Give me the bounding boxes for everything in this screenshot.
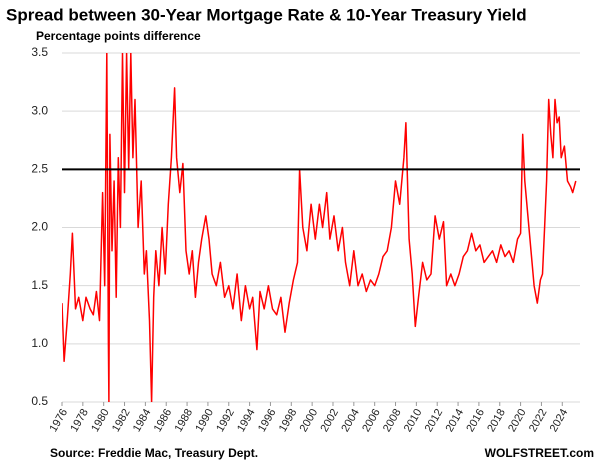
y-tick-label: 3.5 bbox=[31, 45, 48, 59]
chart-title: Spread between 30-Year Mortgage Rate & 1… bbox=[6, 5, 527, 24]
x-tick-label: 1998 bbox=[277, 407, 300, 434]
x-tick-label: 2008 bbox=[381, 407, 404, 434]
x-tick-label: 2012 bbox=[423, 407, 446, 434]
y-tick-label: 3.0 bbox=[31, 103, 48, 117]
x-tick-label: 2000 bbox=[298, 407, 321, 434]
x-tick-label: 2024 bbox=[548, 407, 571, 434]
x-tick-label: 1976 bbox=[47, 407, 70, 434]
x-tick-label: 1980 bbox=[89, 407, 112, 434]
x-tick-label: 2022 bbox=[527, 407, 550, 434]
y-tick-label: 1.0 bbox=[31, 336, 48, 350]
brand-note: WOLFSTREET.com bbox=[485, 446, 594, 460]
x-tick-label: 1988 bbox=[173, 407, 196, 434]
x-tick-label: 1982 bbox=[110, 407, 133, 434]
x-tick-label: 2018 bbox=[485, 407, 508, 434]
source-note: Source: Freddie Mac, Treasury Dept. bbox=[50, 446, 258, 460]
y-tick-label: 0.5 bbox=[31, 394, 48, 408]
x-tick-label: 2016 bbox=[464, 407, 487, 434]
x-tick-label: 1994 bbox=[235, 407, 258, 434]
x-tick-label: 1996 bbox=[256, 407, 279, 434]
y-tick-label: 2.0 bbox=[31, 220, 48, 234]
x-tick-label: 1984 bbox=[131, 407, 154, 434]
x-tick-label: 2010 bbox=[402, 407, 425, 434]
x-tick-label: 1978 bbox=[68, 407, 91, 434]
x-tick-label: 1986 bbox=[152, 407, 175, 434]
x-tick-label: 2002 bbox=[318, 407, 341, 434]
y-tick-label: 2.5 bbox=[31, 162, 48, 176]
x-tick-label: 2020 bbox=[506, 407, 529, 434]
y-tick-label: 1.5 bbox=[31, 278, 48, 292]
chart-subtitle: Percentage points difference bbox=[36, 29, 201, 43]
x-tick-label: 2014 bbox=[444, 407, 467, 434]
x-tick-label: 1992 bbox=[214, 407, 237, 434]
x-tick-label: 2006 bbox=[360, 407, 383, 434]
x-tick-label: 2004 bbox=[339, 407, 362, 434]
x-tick-label: 1990 bbox=[193, 407, 216, 434]
